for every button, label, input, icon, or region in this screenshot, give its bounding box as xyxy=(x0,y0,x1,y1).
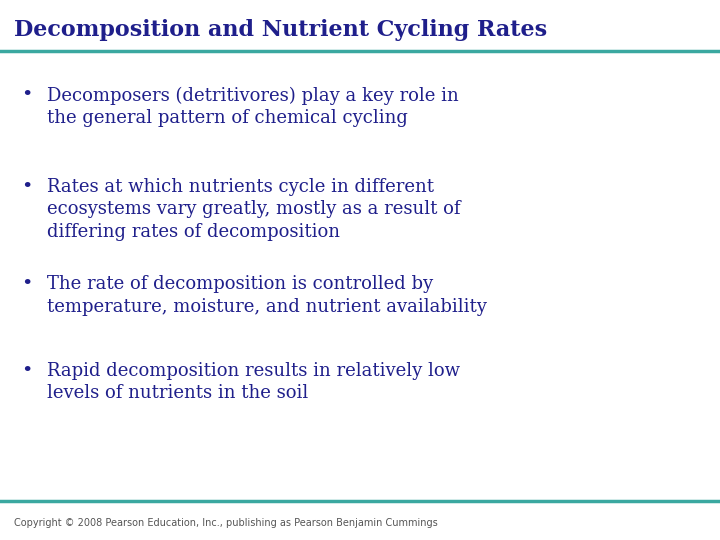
Text: •: • xyxy=(22,275,33,293)
Text: The rate of decomposition is controlled by
temperature, moisture, and nutrient a: The rate of decomposition is controlled … xyxy=(47,275,487,315)
Text: •: • xyxy=(22,362,33,380)
Text: Rates at which nutrients cycle in different
ecosystems vary greatly, mostly as a: Rates at which nutrients cycle in differ… xyxy=(47,178,460,241)
Text: Rapid decomposition results in relatively low
levels of nutrients in the soil: Rapid decomposition results in relativel… xyxy=(47,362,460,402)
Text: Copyright © 2008 Pearson Education, Inc., publishing as Pearson Benjamin Cumming: Copyright © 2008 Pearson Education, Inc.… xyxy=(14,518,438,529)
Text: Decomposers (detritivores) play a key role in
the general pattern of chemical cy: Decomposers (detritivores) play a key ro… xyxy=(47,86,459,127)
Text: Decomposition and Nutrient Cycling Rates: Decomposition and Nutrient Cycling Rates xyxy=(14,19,547,41)
Text: •: • xyxy=(22,178,33,196)
Text: •: • xyxy=(22,86,33,104)
